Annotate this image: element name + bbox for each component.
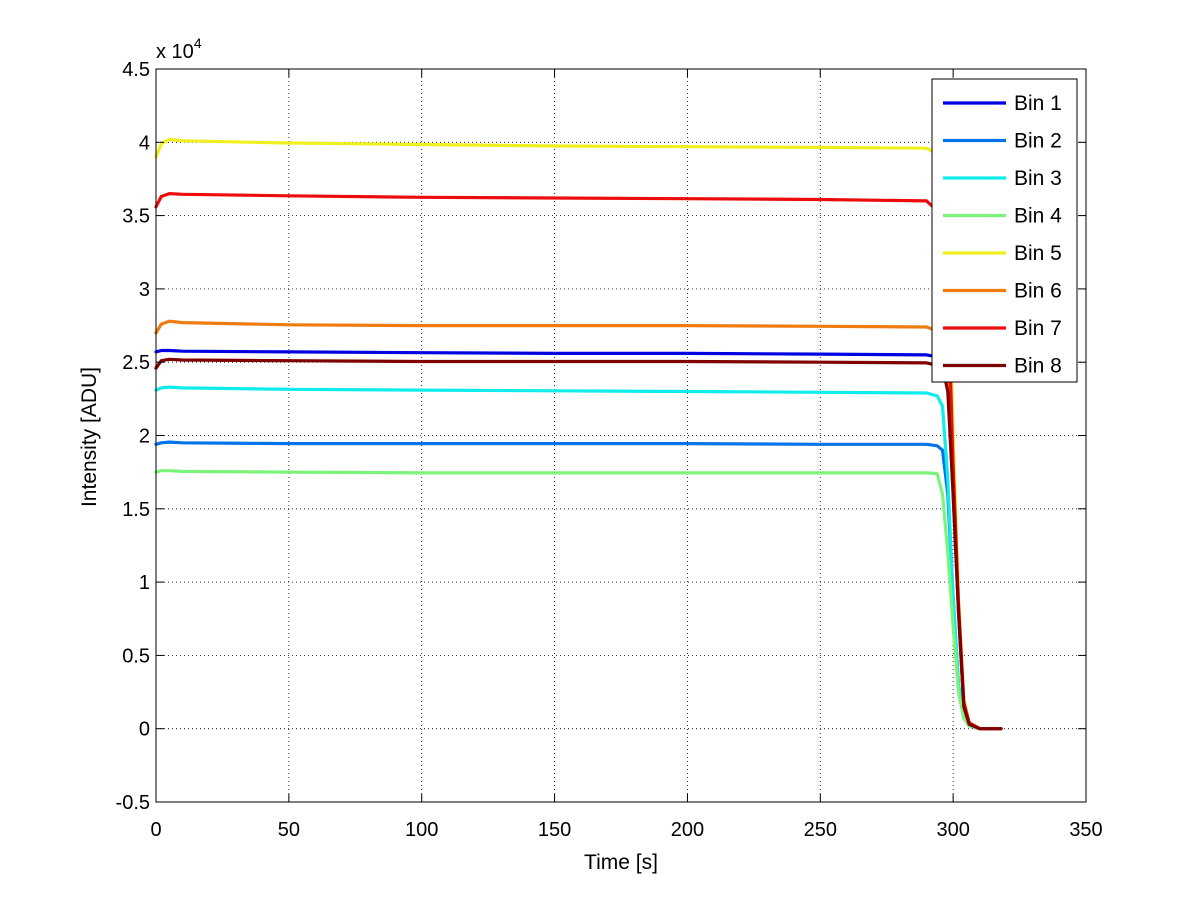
x-tick-label: 300: [936, 819, 969, 841]
x-tick-label: 250: [804, 819, 837, 841]
x-tick-label: 0: [150, 819, 161, 841]
x-tick-label: 50: [278, 819, 300, 841]
x-axis-label: Time [s]: [584, 851, 658, 874]
legend-label-1: Bin 1: [1014, 92, 1062, 115]
x-tick-label: 150: [538, 819, 571, 841]
y-axis-label: Intensity [ADU]: [78, 367, 101, 507]
legend-label-2: Bin 2: [1014, 130, 1062, 153]
legend-label-7: Bin 7: [1014, 317, 1062, 340]
y-tick-label: 2.5: [122, 352, 150, 374]
y-tick-label: 0.5: [122, 645, 150, 667]
x-tick-label: 200: [671, 819, 704, 841]
legend-label-8: Bin 8: [1014, 355, 1062, 378]
axis-ticks: 0 50 100 150 200 250 300 350-0.500.511.522.533.…: [116, 59, 1103, 841]
series-line-4: [154, 469, 1003, 731]
y-tick-label: 1.5: [122, 499, 150, 521]
y-tick-label: -0.5: [116, 792, 150, 814]
series-line-8: [154, 357, 1003, 731]
y-tick-label: 0: [139, 719, 150, 741]
legend-label-5: Bin 5: [1014, 242, 1062, 265]
y-tick-label: 3: [139, 279, 150, 301]
legend-label-4: Bin 4: [1014, 205, 1062, 228]
x-tick-label: 350: [1069, 819, 1102, 841]
y-tick-label: 3.5: [122, 206, 150, 228]
y-tick-label: 4.5: [122, 59, 150, 81]
legend-label-3: Bin 3: [1014, 167, 1062, 190]
legend-label-6: Bin 6: [1014, 280, 1062, 303]
legend-box: [931, 78, 1078, 383]
x-tick-label: 100: [405, 819, 438, 841]
legend: Bin 1 Bin 2 Bin 3 Bin 4 Bin 5 Bin 6 Bin 7 Bin 8: [931, 78, 1078, 383]
y-tick-label: 2: [139, 426, 150, 448]
series-lines: [154, 137, 1003, 731]
y-scale-multiplier: x 104: [156, 35, 202, 63]
y-tick-label: 4: [139, 132, 150, 154]
y-tick-label: 1: [139, 572, 150, 594]
